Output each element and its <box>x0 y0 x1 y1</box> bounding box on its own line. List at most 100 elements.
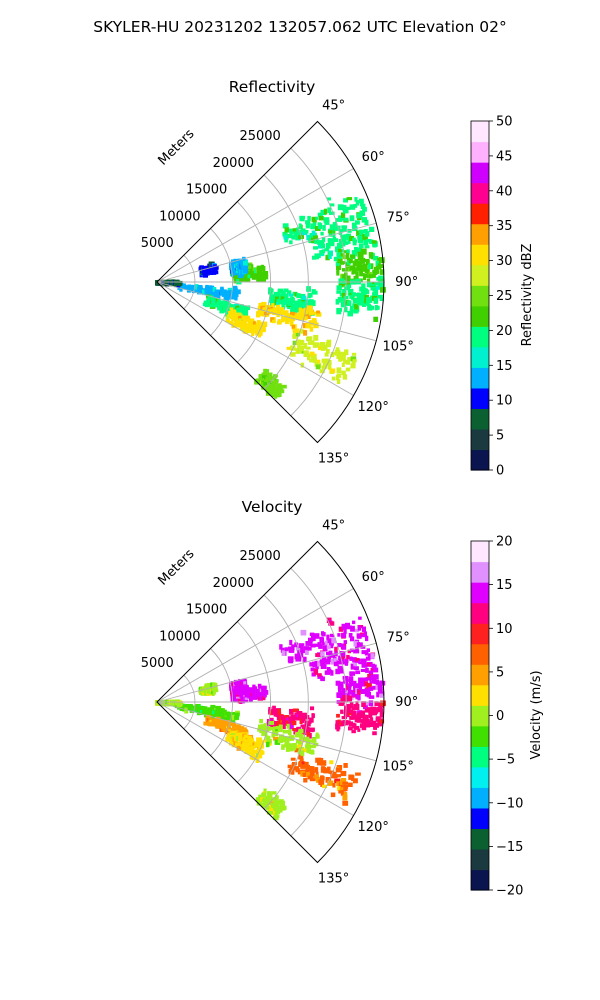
echo-gate <box>337 204 344 211</box>
echo-gate <box>323 208 328 215</box>
echo-gate <box>310 744 316 749</box>
echo-gate <box>268 390 273 396</box>
echo-gate <box>289 708 294 715</box>
echo-gate <box>282 729 289 734</box>
echo-gate <box>341 656 346 660</box>
echo-gate <box>353 204 358 208</box>
echo-gate <box>367 653 372 658</box>
echo-gate <box>304 650 309 655</box>
colorbar-segment <box>471 684 489 706</box>
echo-gate <box>294 716 300 721</box>
echo-gate <box>361 662 365 668</box>
reflectivity-grid <box>156 120 385 444</box>
echo-gate <box>335 349 340 354</box>
echo-gate <box>311 713 315 719</box>
echo-gate <box>368 712 373 718</box>
echo-gate <box>249 687 253 693</box>
echo-gate <box>296 315 302 321</box>
echo-gate <box>302 772 307 777</box>
echo-gate <box>282 231 288 237</box>
echo-gate <box>261 696 266 701</box>
echo-gate <box>304 761 309 766</box>
echo-gate <box>302 301 309 306</box>
echo-gate <box>329 211 335 215</box>
echo-gate <box>258 381 262 385</box>
azimuth-tick-label: 75° <box>387 210 410 225</box>
echo-gate <box>373 724 377 730</box>
echo-gate <box>285 720 289 726</box>
echo-gate <box>259 729 264 734</box>
echo-gate <box>292 228 299 232</box>
echo-gate <box>196 709 201 716</box>
echo-gate <box>339 660 343 665</box>
echo-gate <box>205 301 210 308</box>
echo-gate <box>320 775 324 779</box>
echo-gate <box>309 632 315 636</box>
echo-gate <box>298 762 302 768</box>
echo-gate <box>298 643 305 648</box>
colorbar-segment <box>471 121 489 143</box>
echo-gate <box>229 295 235 300</box>
echo-gate <box>342 274 348 281</box>
echo-gate <box>267 793 273 799</box>
echo-gate <box>344 660 349 666</box>
echo-gate <box>371 664 377 669</box>
echo-gate <box>351 222 357 228</box>
echo-gate <box>365 635 369 642</box>
echo-gate <box>299 314 305 321</box>
echo-gate <box>317 212 322 216</box>
echo-gate <box>346 237 351 241</box>
echo-gate <box>265 735 270 741</box>
echo-gate <box>379 719 385 724</box>
echo-gate <box>282 310 286 315</box>
azimuth-tick-label: 60° <box>362 150 385 165</box>
colorbar-tick-label: −5 <box>496 753 515 768</box>
azimuth-tick-label: 90° <box>395 695 418 710</box>
echo-gate <box>336 353 341 359</box>
echo-gate <box>336 367 342 374</box>
echo-gate <box>295 235 301 241</box>
echo-gate <box>288 736 294 741</box>
azimuth-tick-label: 60° <box>362 570 385 585</box>
echo-gate <box>289 723 294 730</box>
echo-gate <box>339 651 346 657</box>
echo-gate <box>359 232 364 238</box>
echo-gate <box>325 358 329 365</box>
echo-gate <box>216 293 221 299</box>
echo-gate <box>282 384 287 389</box>
colorbar-segment <box>471 643 489 665</box>
colorbar-segment <box>471 807 489 830</box>
echo-gate <box>263 271 267 276</box>
colorbar-tick-label: 10 <box>496 394 513 409</box>
echo-gate <box>307 745 312 749</box>
echo-gate <box>357 254 364 260</box>
echo-gate <box>336 269 340 274</box>
echo-gate <box>361 724 367 731</box>
echo-gate <box>364 245 370 249</box>
echo-gate <box>257 333 261 338</box>
echo-gate <box>376 286 382 290</box>
echo-gate <box>308 302 312 306</box>
echo-gate <box>288 646 295 650</box>
echo-gate <box>336 660 340 664</box>
echo-gate <box>345 622 350 628</box>
echo-gate <box>314 253 320 260</box>
echo-gate <box>294 642 298 648</box>
echo-gate <box>335 347 340 352</box>
echo-gate <box>364 269 368 273</box>
echo-gate <box>374 290 379 296</box>
echo-gate <box>353 662 357 667</box>
echo-gate <box>305 727 310 733</box>
echo-gate <box>247 274 253 279</box>
echo-gate <box>215 705 222 711</box>
echo-gate <box>334 646 338 652</box>
echo-gate <box>238 687 243 694</box>
azimuth-gridline <box>156 701 354 816</box>
echo-gate <box>363 705 368 710</box>
echo-gate <box>285 319 289 324</box>
colorbar-segment <box>471 725 489 747</box>
echo-gate <box>372 286 379 292</box>
echo-gate <box>248 735 252 742</box>
echo-gate <box>307 356 311 361</box>
colorbar-segment <box>471 346 489 368</box>
